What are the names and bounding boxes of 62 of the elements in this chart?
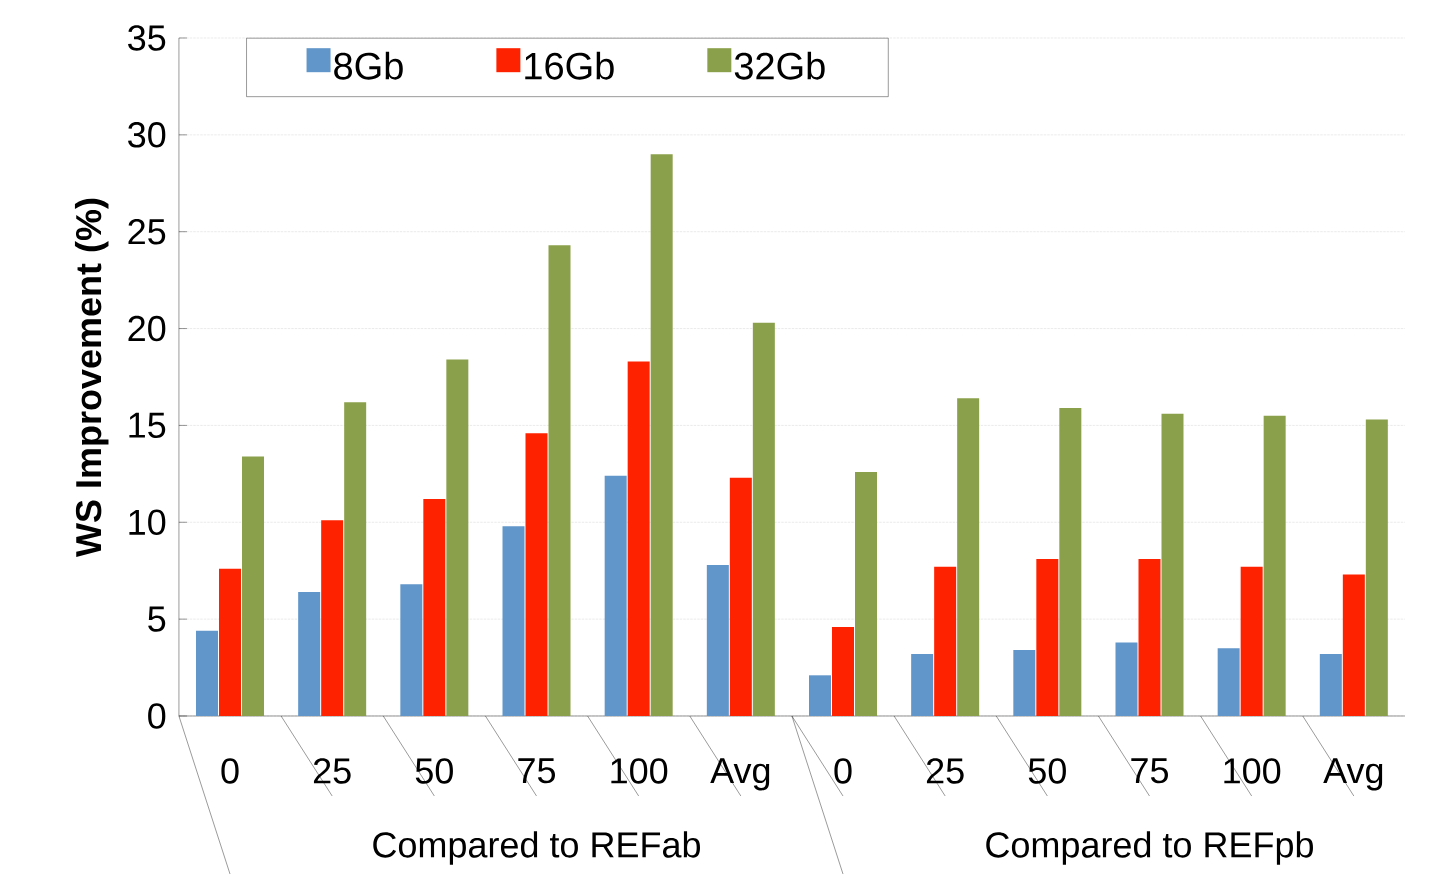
y-tick-label: 30 (128, 122, 166, 148)
bar (525, 433, 548, 716)
bar (446, 359, 469, 716)
text: Compared to REFab (373, 831, 700, 865)
bar (627, 361, 650, 716)
bar (548, 245, 571, 716)
x-tick-label: 25 (313, 758, 351, 784)
bar (1217, 648, 1240, 716)
x-tick-label: 0 (221, 758, 239, 784)
y-tick-label: 15 (129, 412, 166, 438)
y-tick-label: 0 (148, 703, 166, 729)
x-tick-label: 75 (1131, 758, 1168, 784)
y-tick-label: 35 (128, 25, 166, 51)
x-tick-label: Avg (1323, 758, 1383, 791)
y-tick-label: 5 (148, 606, 166, 632)
bar (1240, 566, 1263, 716)
y-tick-label: 20 (128, 315, 166, 342)
bar (1036, 559, 1059, 716)
bar (934, 566, 957, 716)
bar (957, 398, 980, 716)
y-tick-label: 25 (128, 218, 166, 245)
bar (729, 477, 752, 716)
x-tick-label: 75 (518, 758, 555, 784)
bar (502, 526, 525, 716)
x-tick-label: 25 (926, 758, 964, 784)
bar (219, 568, 242, 716)
x-tick-label: Avg (710, 758, 770, 791)
bar (1365, 419, 1388, 716)
x-tick-label: 100 (1224, 758, 1281, 784)
bar (1342, 574, 1365, 716)
x-tick-label: 50 (415, 758, 453, 784)
bar (1013, 650, 1036, 716)
bar (400, 584, 423, 716)
bar (298, 592, 321, 716)
bar (196, 630, 219, 716)
x-tick-label: 100 (611, 758, 668, 784)
bar (650, 154, 673, 716)
text: Compared to REFpb (986, 831, 1313, 865)
bar (1161, 413, 1184, 716)
bar (855, 471, 877, 716)
x-tick-label: 0 (834, 758, 852, 784)
bar (1263, 415, 1286, 716)
bar (344, 402, 367, 716)
y-tick-label: 10 (129, 509, 166, 536)
legend-label: 32Gb (734, 51, 825, 80)
bar (832, 626, 854, 716)
bar (752, 322, 775, 716)
y-axis-title: WS Improvement (%) (74, 198, 109, 557)
bar (809, 675, 831, 716)
legend-label: 16Gb (525, 51, 614, 80)
x-tick-label: 50 (1028, 758, 1066, 784)
bar (1138, 559, 1161, 716)
bar (706, 564, 729, 716)
bar (1319, 654, 1342, 716)
bar (242, 456, 265, 716)
bar (911, 654, 934, 716)
bar (1115, 642, 1138, 716)
bar (604, 475, 627, 716)
bar (321, 520, 344, 716)
bar (1059, 407, 1082, 716)
legend-label: 8Gb (334, 51, 403, 80)
bar (423, 499, 446, 716)
